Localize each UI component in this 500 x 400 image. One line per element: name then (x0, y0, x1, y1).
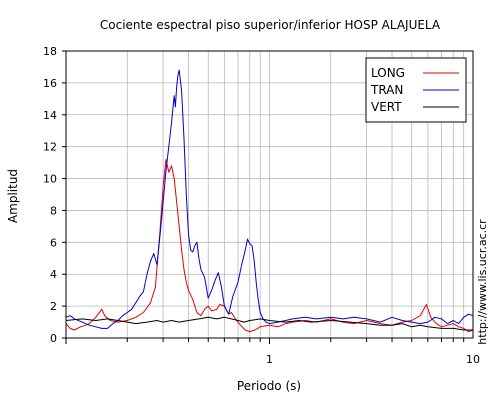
chart-legend: LONG TRAN VERT (365, 57, 467, 123)
y-tick-label: 2 (50, 300, 57, 313)
y-tick-label: 0 (50, 332, 57, 345)
y-tick-label: 18 (43, 45, 57, 58)
y-tick-label: 14 (43, 109, 57, 122)
x-axis-label: Periodo (s) (237, 379, 301, 393)
legend-label-tran: TRAN (370, 83, 403, 97)
y-axis-ticks: 0 2 4 6 8 10 12 14 16 18 (43, 45, 66, 345)
legend-label-vert: VERT (371, 100, 402, 114)
chart-grid (66, 50, 473, 339)
chart-title: Cociente espectral piso superior/inferio… (100, 18, 441, 32)
x-tick-label: 1 (266, 353, 273, 366)
y-tick-label: 12 (43, 141, 57, 154)
y-tick-label: 6 (50, 236, 57, 249)
x-tick-label: 10 (466, 353, 480, 366)
y-tick-label: 4 (50, 268, 57, 281)
y-tick-label: 10 (43, 173, 57, 186)
y-tick-label: 16 (43, 77, 57, 90)
watermark-url: http://www.lis.ucr.ac.cr (476, 219, 489, 345)
series-line-tran (65, 69, 474, 329)
x-axis-ticks: 1 10 (65, 338, 480, 366)
series-line-vert (65, 316, 473, 331)
legend-label-long: LONG (371, 66, 405, 80)
y-axis-label: Amplitud (6, 169, 20, 223)
chart-series (65, 69, 474, 333)
y-tick-label: 8 (50, 204, 57, 217)
